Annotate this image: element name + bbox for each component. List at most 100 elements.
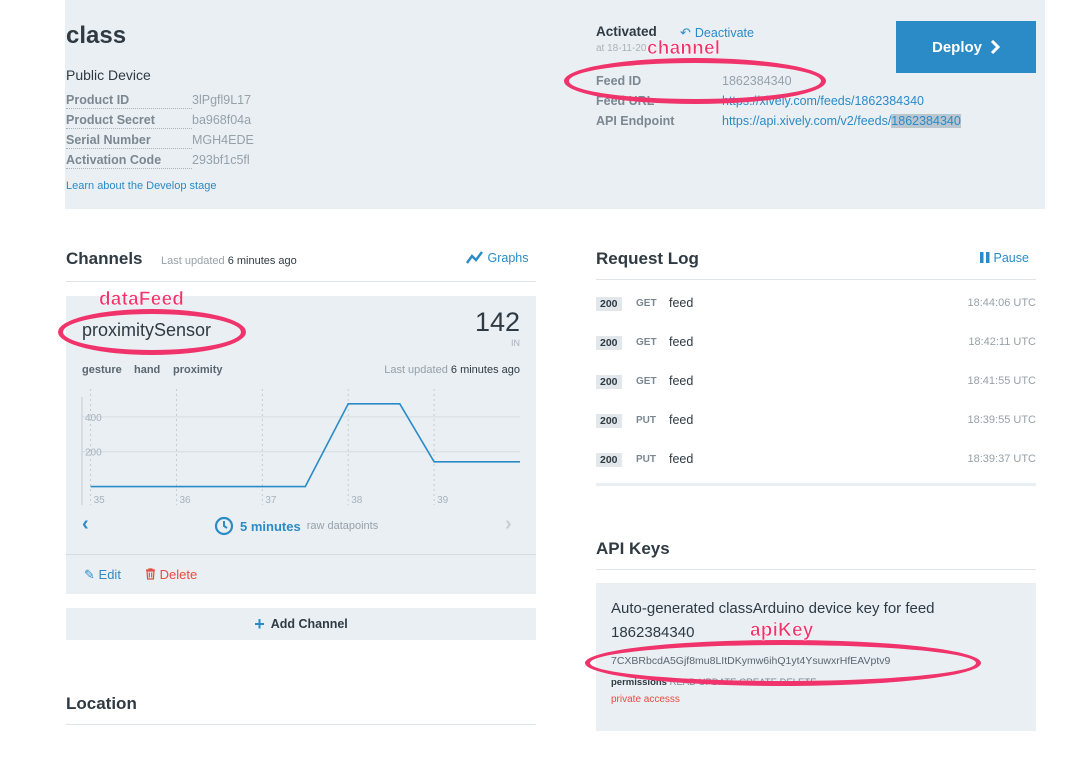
meta-row-product-secret: Product Secret ba968f04a: [66, 113, 266, 131]
annotation-label-datafeed: dataFeed: [99, 289, 185, 311]
delete-label: Delete: [159, 567, 198, 582]
request-log-row[interactable]: 200 GET feed 18:44:06 UTC: [596, 295, 1036, 315]
channels-title: Channels: [66, 249, 143, 268]
channels-divider: [66, 281, 536, 282]
meta-value: 293bf1c5fl: [192, 153, 250, 167]
x-tick-label: 39: [437, 495, 449, 506]
channels-last-updated-value: 6 minutes ago: [227, 255, 297, 267]
channel-line-chart: 35 36 37 38 39 200 400: [81, 389, 520, 506]
annotation-ellipse-apikey: [585, 640, 981, 686]
channel-updated-value: 6 minutes ago: [450, 364, 520, 376]
channel-updated-prefix: Last updated: [384, 364, 448, 376]
deactivate-link[interactable]: ↶ Deactivate: [680, 25, 754, 41]
api-keys-divider: [596, 569, 1036, 570]
api-key-private-access: private accesss: [611, 694, 680, 705]
log-status: 200: [596, 336, 622, 350]
learn-develop-stage-link[interactable]: Learn about the Develop stage: [66, 180, 217, 192]
log-path: feed: [669, 374, 694, 388]
channels-last-updated-prefix: Last updated: [161, 255, 225, 267]
meta-key: Product ID: [66, 93, 192, 109]
channel-last-updated: Last updated 6 minutes ago: [340, 364, 520, 376]
add-channel-button[interactable]: + Add Channel: [66, 608, 536, 640]
api-endpoint-prefix: https://api.xively.com/v2/feeds/: [722, 114, 892, 128]
y-tick-label: 200: [85, 448, 102, 459]
line-graph-icon: [466, 251, 483, 264]
log-status: 200: [596, 375, 622, 389]
device-header-panel: [65, 0, 1045, 209]
plus-icon: +: [254, 613, 265, 634]
activation-status: Activated: [596, 24, 657, 39]
log-method: GET: [636, 376, 657, 387]
x-tick-label: 38: [351, 495, 363, 506]
log-method: PUT: [636, 454, 656, 465]
channel-tag[interactable]: hand: [134, 364, 161, 376]
time-range-selector[interactable]: 5 minutes raw datapoints: [214, 516, 378, 536]
meta-value: ba968f04a: [192, 113, 252, 127]
log-path: feed: [669, 452, 694, 466]
clock-icon: [214, 516, 234, 536]
chart-prev-button[interactable]: ‹: [82, 513, 89, 535]
meta-key: Product Secret: [66, 113, 192, 129]
deploy-label: Deploy: [931, 38, 982, 56]
log-path: feed: [669, 413, 694, 427]
deploy-button[interactable]: Deploy: [896, 21, 1036, 73]
pause-button[interactable]: Pause: [980, 251, 1029, 265]
x-tick-label: 36: [179, 495, 191, 506]
log-time: 18:44:06 UTC: [967, 297, 1036, 309]
log-status: 200: [596, 297, 622, 311]
api-endpoint-link[interactable]: https://api.xively.com/v2/feeds/18623843…: [722, 114, 961, 128]
channel-tag[interactable]: proximity: [173, 364, 223, 376]
channel-unit: IN: [511, 338, 520, 348]
permissions-label: permissions: [611, 677, 667, 688]
meta-key: Serial Number: [66, 133, 192, 149]
meta-value: MGH4EDE: [192, 133, 254, 147]
series-line: [90, 403, 520, 488]
pause-icon: [980, 252, 990, 263]
add-channel-label: Add Channel: [270, 617, 348, 631]
channel-tag[interactable]: gesture: [82, 364, 122, 376]
request-log-row[interactable]: 200 GET feed 18:41:55 UTC: [596, 373, 1036, 393]
api-endpoint-label: API Endpoint: [596, 114, 675, 128]
time-range-sub: raw datapoints: [306, 520, 379, 532]
y-tick-label: 400: [85, 413, 102, 424]
log-time: 18:39:55 UTC: [967, 414, 1036, 426]
location-divider: [66, 724, 536, 725]
meta-value: 3lPgfl9L17: [192, 93, 252, 107]
meta-row-product-id: Product ID 3lPgfl9L17: [66, 93, 266, 111]
log-path: feed: [669, 335, 694, 349]
device-subtitle: Public Device: [66, 67, 151, 83]
chevron-right-icon: [990, 40, 1000, 54]
api-endpoint-selected-id: 1862384340: [891, 114, 961, 128]
graphs-link[interactable]: Graphs: [466, 251, 528, 265]
undo-icon: ↶: [680, 25, 691, 40]
annotation-label-channel: channel: [647, 38, 721, 60]
x-tick-label: 37: [265, 495, 277, 506]
annotation-ellipse-datafeed: [58, 309, 246, 355]
request-log-row[interactable]: 200 GET feed 18:42:11 UTC: [596, 334, 1036, 354]
trash-icon: [146, 568, 155, 580]
channel-card-divider: [66, 554, 536, 555]
request-log-fade: [596, 483, 1036, 486]
edit-channel-button[interactable]: ✎ Edit: [84, 567, 121, 583]
channels-last-updated: Last updated 6 minutes ago: [161, 255, 297, 267]
activation-date: at 18-11-20: [596, 43, 647, 54]
meta-row-serial-number: Serial Number MGH4EDE: [66, 133, 266, 151]
x-tick-label: 35: [94, 495, 106, 506]
meta-row-activation-code: Activation Code 293bf1c5fl: [66, 153, 266, 171]
request-log-row[interactable]: 200 PUT feed 18:39:37 UTC: [596, 451, 1036, 471]
log-method: GET: [636, 298, 657, 309]
pause-label: Pause: [993, 251, 1029, 265]
api-endpoint-row: API Endpoint https://api.xively.com/v2/fe…: [596, 114, 961, 128]
delete-channel-button[interactable]: Delete: [145, 567, 197, 582]
log-time: 18:41:55 UTC: [967, 375, 1036, 387]
time-range-label: 5 minutes: [240, 518, 301, 534]
graphs-label: Graphs: [487, 251, 529, 265]
log-method: GET: [636, 337, 657, 348]
log-time: 18:39:37 UTC: [967, 453, 1036, 465]
request-log-row[interactable]: 200 PUT feed 18:39:55 UTC: [596, 412, 1036, 432]
log-time: 18:42:11 UTC: [968, 336, 1036, 348]
request-log-divider: [596, 279, 1036, 280]
request-log-title: Request Log: [596, 249, 699, 268]
log-status: 200: [596, 453, 622, 467]
chart-next-button[interactable]: ›: [505, 513, 512, 535]
